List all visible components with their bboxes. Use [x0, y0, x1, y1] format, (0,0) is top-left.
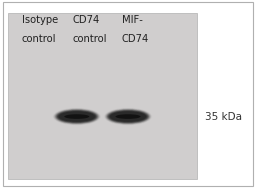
- Text: 35 kDa: 35 kDa: [205, 111, 242, 122]
- Text: control: control: [22, 33, 56, 44]
- Ellipse shape: [107, 110, 149, 124]
- Ellipse shape: [108, 110, 148, 123]
- Text: CD74: CD74: [122, 33, 149, 44]
- Ellipse shape: [105, 108, 151, 125]
- Text: Isotype: Isotype: [22, 15, 58, 25]
- Ellipse shape: [56, 110, 97, 123]
- Ellipse shape: [106, 109, 150, 124]
- Ellipse shape: [64, 114, 89, 119]
- Ellipse shape: [58, 111, 95, 122]
- Ellipse shape: [110, 111, 146, 122]
- Text: CD74: CD74: [73, 15, 100, 25]
- Ellipse shape: [111, 112, 145, 121]
- Ellipse shape: [58, 111, 96, 122]
- Text: MIF-: MIF-: [122, 15, 143, 25]
- Ellipse shape: [115, 114, 141, 119]
- Ellipse shape: [55, 109, 99, 124]
- Ellipse shape: [111, 112, 145, 121]
- Ellipse shape: [105, 109, 151, 124]
- Text: control: control: [73, 33, 108, 44]
- Ellipse shape: [109, 111, 147, 122]
- Ellipse shape: [108, 110, 148, 123]
- Ellipse shape: [54, 109, 99, 124]
- Ellipse shape: [54, 108, 100, 125]
- Ellipse shape: [57, 110, 97, 123]
- Ellipse shape: [60, 112, 93, 121]
- Ellipse shape: [110, 111, 146, 122]
- Ellipse shape: [56, 110, 98, 124]
- Ellipse shape: [59, 111, 95, 122]
- Ellipse shape: [59, 112, 94, 121]
- Bar: [8, 13, 197, 179]
